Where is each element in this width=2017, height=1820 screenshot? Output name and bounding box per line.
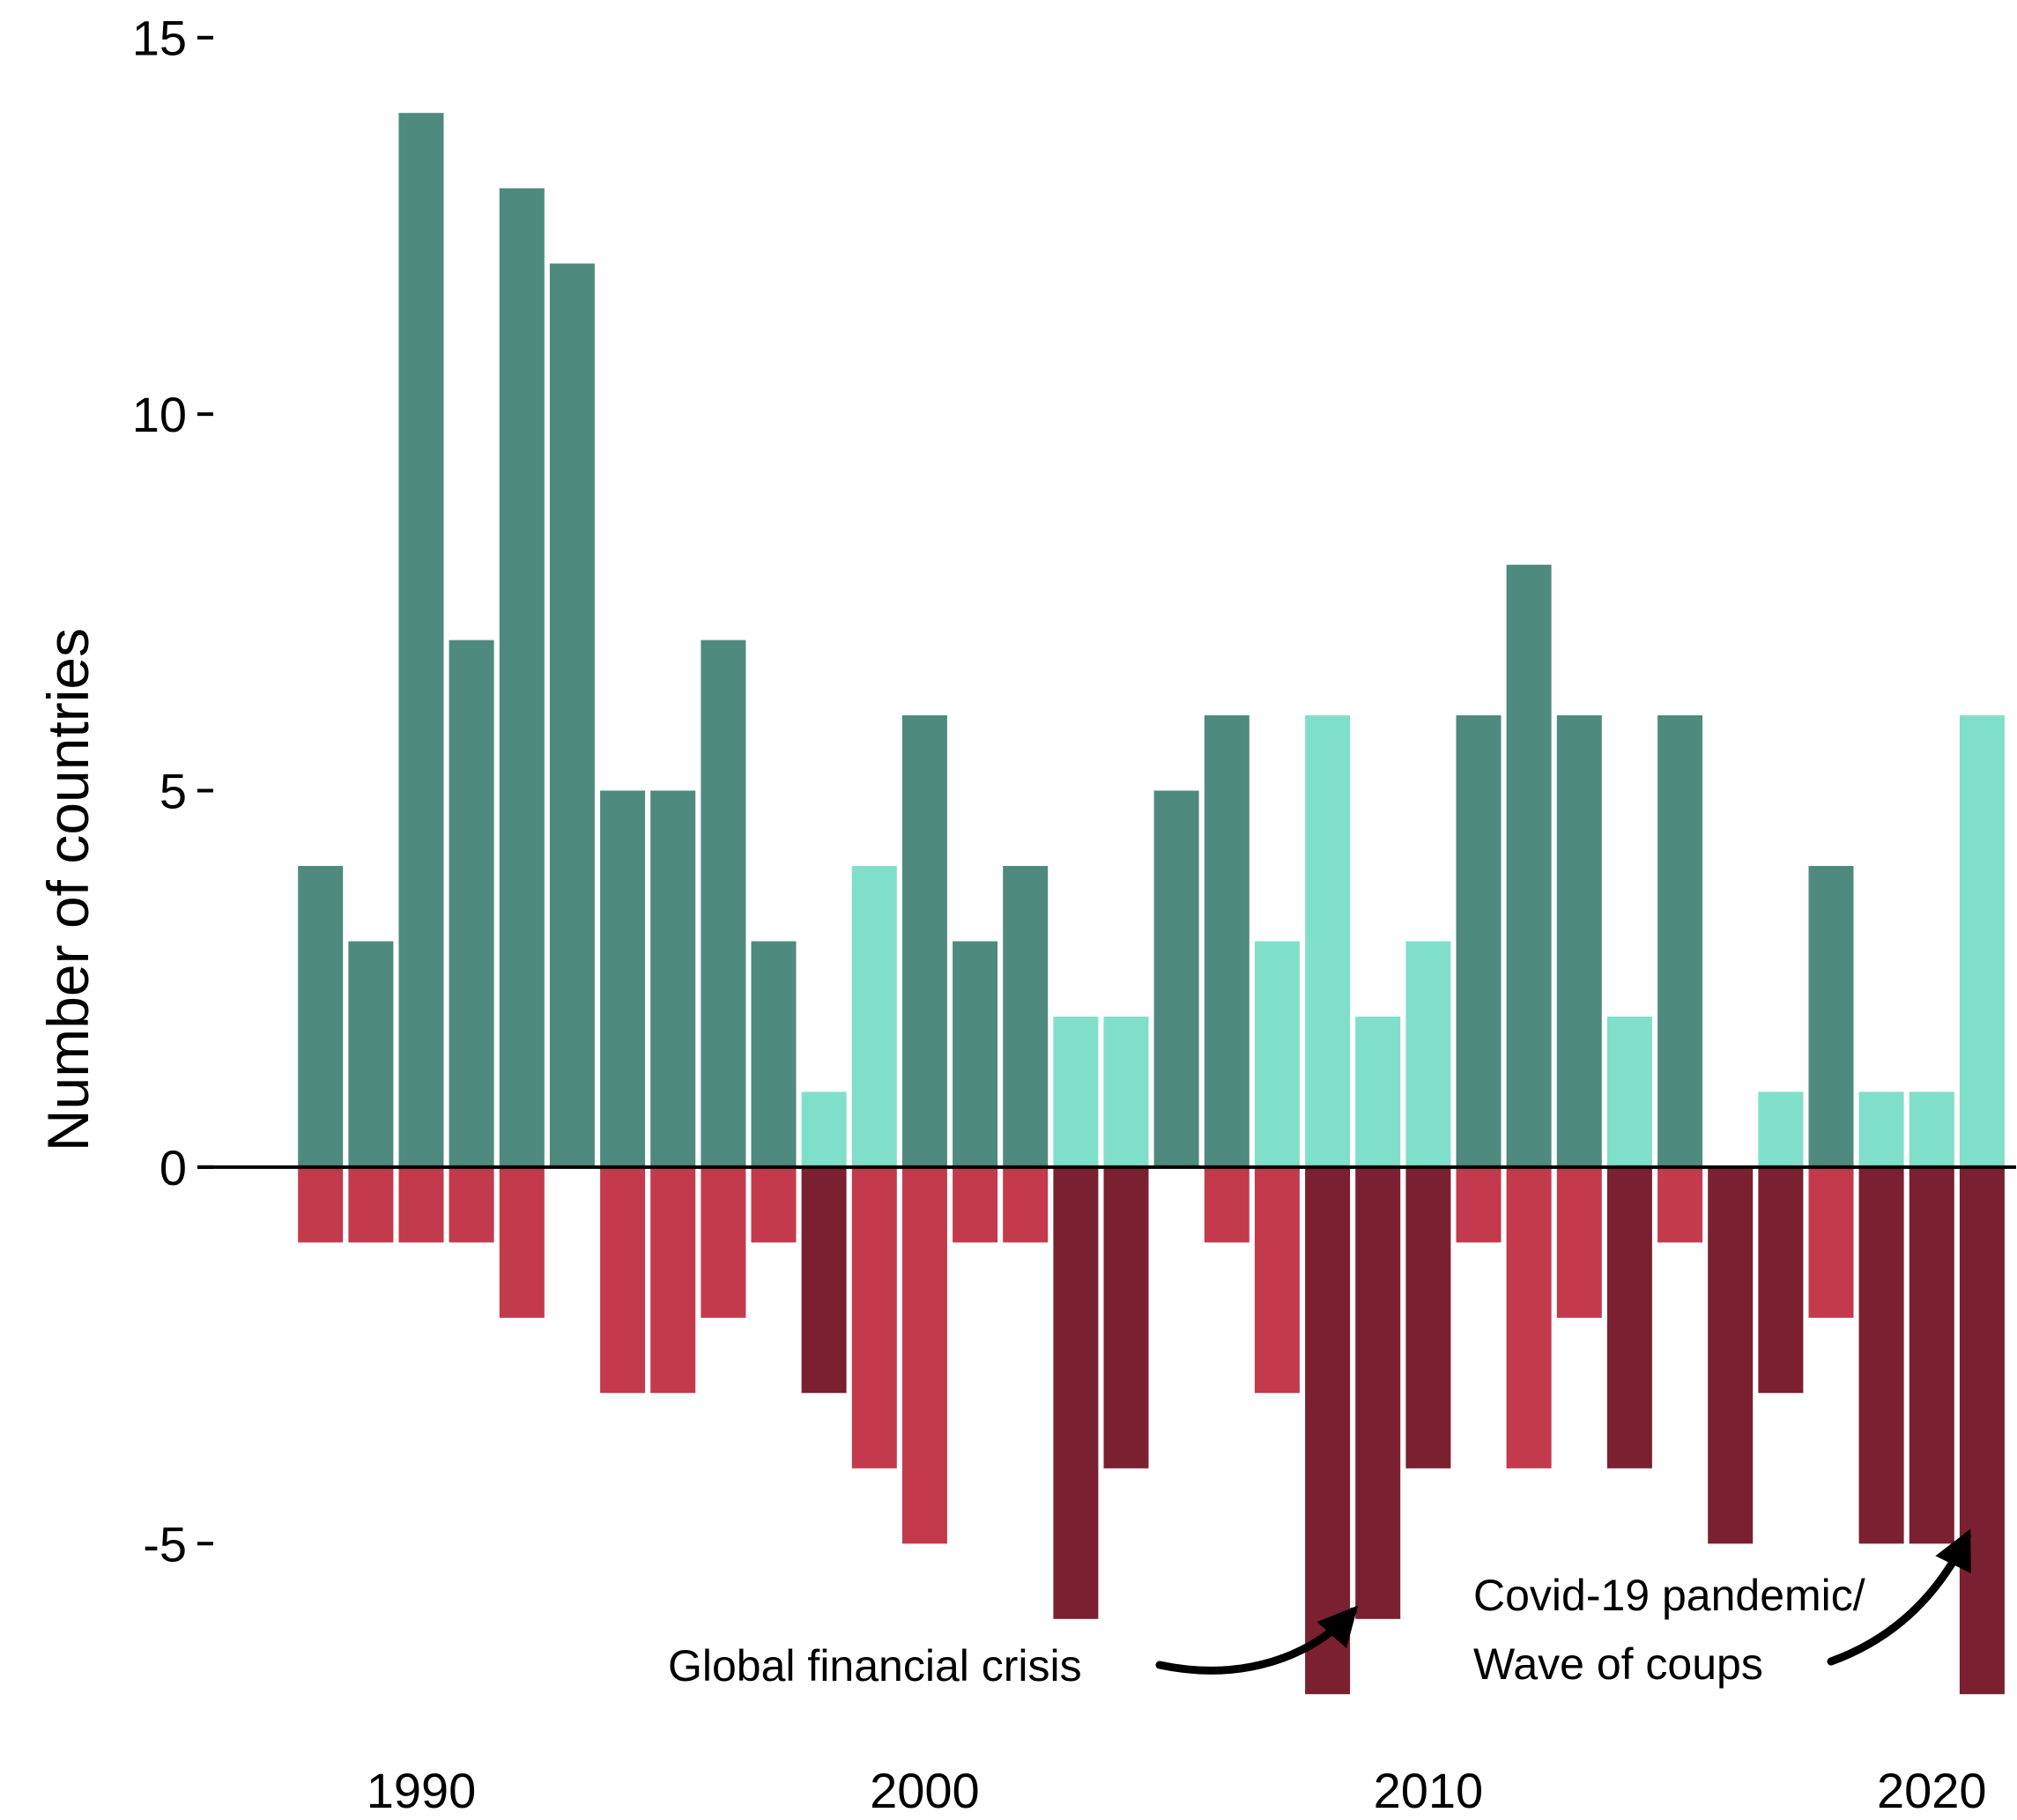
bar-negative-2016 bbox=[1708, 1166, 1754, 1544]
bar-negative-1997 bbox=[751, 1166, 797, 1243]
bar-positive-2009 bbox=[1355, 1017, 1401, 1167]
bar-positive-1995 bbox=[650, 790, 696, 1167]
bar-negative-2004 bbox=[1103, 1166, 1149, 1469]
bar-negative-2008 bbox=[1305, 1166, 1351, 1695]
annotation-arrow bbox=[1155, 1605, 1359, 1675]
bar-negative-2017 bbox=[1758, 1166, 1804, 1394]
bar-negative-1988 bbox=[298, 1166, 344, 1243]
bar-negative-2011 bbox=[1456, 1166, 1502, 1243]
bar-positive-2002 bbox=[1003, 866, 1049, 1167]
bar-positive-2007 bbox=[1254, 941, 1300, 1167]
bar-positive-1994 bbox=[600, 790, 646, 1167]
bar-negative-1989 bbox=[348, 1166, 394, 1243]
y-tick-label: -5 bbox=[143, 1516, 187, 1572]
bar-negative-1990 bbox=[398, 1166, 444, 1243]
x-tick-label: 2010 bbox=[1374, 1763, 1484, 1818]
y-tick-label: 5 bbox=[159, 764, 187, 819]
annotations-layer: Global financial crisis Covid-19 pandemic… bbox=[668, 1528, 1971, 1691]
y-axis-title: Number of countries bbox=[35, 628, 100, 1151]
bar-negative-2006 bbox=[1204, 1166, 1250, 1243]
bar-negative-2018 bbox=[1808, 1166, 1854, 1318]
bar-negative-2000 bbox=[901, 1166, 947, 1544]
bar-positive-2021 bbox=[1959, 715, 2005, 1167]
bar-negative-2020 bbox=[1909, 1166, 1954, 1544]
bar-negative-1995 bbox=[650, 1166, 696, 1394]
x-tick-label: 1990 bbox=[367, 1763, 477, 1818]
bar-negative-2010 bbox=[1405, 1166, 1451, 1469]
bar-negative-2003 bbox=[1053, 1166, 1099, 1619]
bar-negative-2002 bbox=[1003, 1166, 1049, 1243]
bar-positive-2020 bbox=[1909, 1091, 1954, 1167]
bar-negative-2019 bbox=[1858, 1166, 1904, 1544]
bar-negative-1991 bbox=[449, 1166, 494, 1243]
annotation-text: Covid-19 pandemic/Wave of coups bbox=[1473, 1571, 1865, 1689]
bar-positive-1998 bbox=[801, 1091, 847, 1167]
bar-positive-2000 bbox=[901, 715, 947, 1167]
bar-negative-2009 bbox=[1355, 1166, 1401, 1619]
bar-positive-2019 bbox=[1858, 1091, 1904, 1167]
bar-positive-1988 bbox=[298, 866, 344, 1167]
bar-positive-2011 bbox=[1456, 715, 1502, 1167]
x-axis: 1990 2000 2010 2020 bbox=[367, 1763, 1987, 1818]
bar-positive-1996 bbox=[701, 640, 746, 1167]
annotation-text: Global financial crisis bbox=[668, 1641, 1082, 1691]
bar-positive-2008 bbox=[1305, 715, 1351, 1167]
bar-negative-2007 bbox=[1254, 1166, 1300, 1394]
bar-positive-1989 bbox=[348, 941, 394, 1167]
bar-negative-1996 bbox=[701, 1166, 746, 1318]
bar-negative-2001 bbox=[953, 1166, 998, 1243]
bar-positive-2014 bbox=[1606, 1017, 1652, 1167]
bar-negative-2013 bbox=[1556, 1166, 1602, 1318]
bar-positive-2018 bbox=[1808, 866, 1854, 1167]
bar-positive-2012 bbox=[1506, 565, 1552, 1167]
bars-layer bbox=[298, 113, 2005, 1695]
y-tick-label: 10 bbox=[132, 387, 187, 442]
bar-positive-2001 bbox=[953, 941, 998, 1167]
bar-positive-1990 bbox=[398, 113, 444, 1167]
y-tick-label: 0 bbox=[159, 1140, 187, 1195]
bar-positive-2006 bbox=[1204, 715, 1250, 1167]
x-tick-label: 2020 bbox=[1877, 1763, 1987, 1818]
bar-positive-1992 bbox=[499, 188, 545, 1167]
y-axis: 15 10 5 0 -5 bbox=[132, 11, 213, 1572]
bar-positive-1993 bbox=[549, 263, 595, 1167]
bar-negative-1994 bbox=[600, 1166, 646, 1394]
bar-negative-2021 bbox=[1959, 1166, 2005, 1695]
bar-negative-1992 bbox=[499, 1166, 545, 1318]
x-tick-label: 2000 bbox=[870, 1763, 980, 1818]
bar-negative-1998 bbox=[801, 1166, 847, 1394]
bar-positive-2005 bbox=[1153, 790, 1199, 1167]
bar-negative-2014 bbox=[1606, 1166, 1652, 1469]
bar-negative-2015 bbox=[1657, 1166, 1703, 1243]
bar-positive-2013 bbox=[1556, 715, 1602, 1167]
bar-negative-2012 bbox=[1506, 1166, 1552, 1469]
bar-positive-1991 bbox=[449, 640, 494, 1167]
y-tick-label: 15 bbox=[132, 11, 187, 66]
bar-positive-2017 bbox=[1758, 1091, 1804, 1167]
bar-negative-1999 bbox=[851, 1166, 897, 1469]
annotation-arrow bbox=[1827, 1528, 1971, 1666]
bar-positive-2010 bbox=[1405, 941, 1451, 1167]
bar-positive-1997 bbox=[751, 941, 797, 1167]
bar-positive-1999 bbox=[851, 866, 897, 1167]
bar-positive-2004 bbox=[1103, 1017, 1149, 1167]
bar-positive-2015 bbox=[1657, 715, 1703, 1167]
bar-positive-2003 bbox=[1053, 1017, 1099, 1167]
